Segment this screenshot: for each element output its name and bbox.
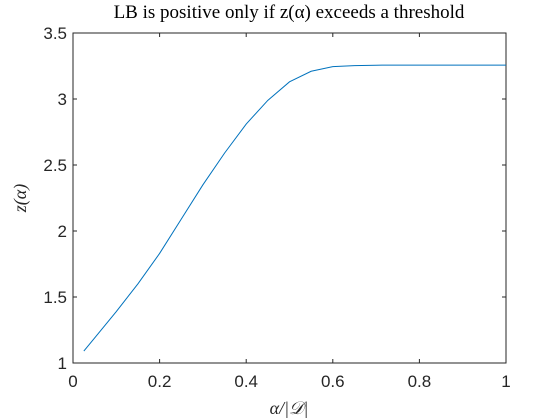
x-tick-label: 0.2 [148, 372, 172, 391]
y-axis-label: z(α) [10, 184, 31, 213]
chart-title: LB is positive only if z(α) exceeds a th… [114, 2, 465, 23]
x-axis: 0 0.2 0.4 0.6 0.8 1 [68, 33, 511, 391]
plot-area: 0 0.2 0.4 0.6 0.8 1 1 1.5 2 2.5 3 3.5 [43, 24, 510, 391]
y-tick-label: 2 [58, 222, 67, 241]
data-line [83, 64, 506, 352]
y-tick-label: 2.5 [43, 156, 67, 175]
x-tick-label: 0.4 [234, 372, 258, 391]
y-tick-label: 3.5 [43, 24, 67, 43]
y-tick-label: 3 [58, 90, 67, 109]
axes-box [72, 32, 507, 364]
y-tick-label: 1 [58, 354, 67, 373]
y-tick-label: 1.5 [43, 288, 67, 307]
x-tick-label: 1 [501, 372, 510, 391]
y-axis: 1 1.5 2 2.5 3 3.5 [43, 24, 506, 373]
x-tick-label: 0.6 [321, 372, 345, 391]
x-tick-label: 0.8 [408, 372, 432, 391]
x-axis-label: α/|𝒟| [270, 398, 309, 418]
x-tick-label: 0 [68, 372, 77, 391]
